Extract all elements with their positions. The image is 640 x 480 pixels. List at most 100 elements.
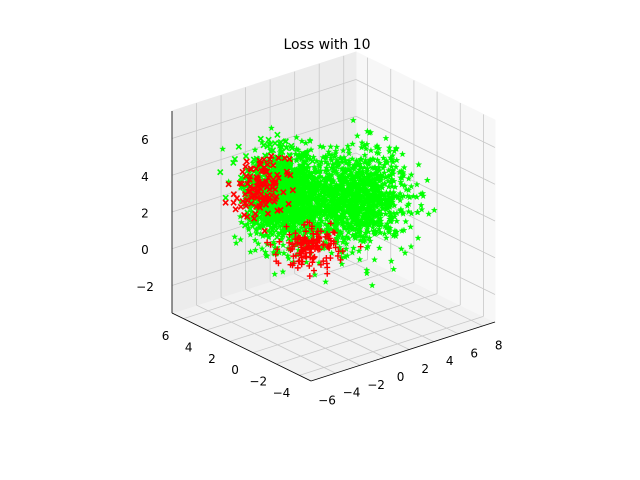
data-point-series-0 [376, 188, 384, 196]
x-tick-label: 2 [208, 352, 216, 366]
data-point-series-0 [342, 167, 350, 175]
data-point-series-0 [325, 148, 333, 155]
data-point-series-0 [392, 163, 400, 171]
data-point-series-1 [241, 222, 249, 229]
data-point-series-2 [257, 195, 264, 202]
data-point-series-1 [310, 215, 317, 222]
data-point-series-1 [282, 184, 289, 191]
data-point-series-3 [286, 245, 293, 252]
data-point-series-0 [349, 192, 357, 200]
data-point-series-0 [309, 208, 317, 216]
data-point-series-1 [271, 212, 278, 219]
data-point-series-3 [289, 241, 296, 248]
data-point-series-2 [261, 227, 268, 235]
data-point-series-3 [327, 220, 334, 227]
data-point-series-0 [310, 168, 317, 176]
grid-line-y-floor [220, 296, 361, 366]
data-point-series-0 [319, 182, 327, 190]
data-point-series-0 [377, 222, 384, 229]
data-point-series-0 [231, 233, 239, 240]
data-point-series-2 [284, 171, 291, 178]
data-point-series-1 [295, 192, 302, 200]
data-point-series-0 [356, 255, 364, 263]
data-point-series-0 [382, 134, 390, 142]
y-tick-label: 0 [397, 370, 405, 384]
data-point-series-0 [323, 215, 331, 223]
data-point-series-0 [363, 266, 371, 274]
data-point-series-0 [279, 241, 287, 249]
data-point-series-0 [375, 214, 383, 222]
data-point-series-0 [363, 244, 371, 252]
data-point-series-0 [375, 177, 383, 185]
data-point-series-0 [385, 183, 393, 190]
data-point-series-0 [382, 205, 390, 213]
data-point-series-0 [370, 174, 378, 182]
data-point-series-1 [237, 174, 245, 181]
data-points [217, 116, 438, 289]
grid-line-y-floor [245, 289, 385, 358]
data-point-series-2 [249, 192, 256, 200]
data-point-series-0 [345, 161, 353, 169]
data-point-series-0 [279, 268, 287, 275]
data-point-series-0 [352, 199, 360, 207]
data-point-series-1 [320, 175, 328, 182]
data-point-series-0 [341, 201, 349, 208]
data-point-series-3 [320, 258, 327, 265]
data-point-series-0 [338, 156, 346, 163]
data-point-series-2 [236, 180, 244, 187]
data-point-series-2 [262, 201, 270, 208]
data-point-series-0 [358, 139, 366, 146]
data-point-series-0 [340, 173, 347, 180]
tick-labels: −4 −2 0 2 4 6 8 6 4 2 0 −2 −4 −6 −2 0 2 4 6 [136, 133, 502, 407]
data-point-series-2 [252, 210, 259, 218]
data-point-series-2 [230, 191, 237, 198]
data-point-series-0 [254, 240, 262, 247]
data-point-series-0 [364, 160, 372, 167]
y-tick-label: −2 [367, 378, 385, 392]
data-point-series-0 [378, 184, 386, 191]
data-point-series-0 [327, 206, 335, 213]
data-point-series-1 [271, 222, 278, 230]
data-point-series-0 [398, 181, 406, 188]
data-point-series-0 [253, 229, 261, 237]
data-point-series-1 [231, 155, 239, 163]
data-point-series-1 [279, 157, 287, 165]
data-point-series-2 [269, 184, 276, 191]
data-point-series-0 [348, 249, 356, 256]
data-point-series-1 [217, 168, 224, 176]
data-point-series-0 [335, 214, 343, 222]
data-point-series-3 [299, 247, 306, 254]
data-point-series-1 [316, 211, 323, 218]
data-point-series-0 [355, 231, 363, 239]
data-point-series-0 [430, 206, 438, 214]
data-point-series-0 [349, 202, 357, 210]
data-point-series-3 [273, 258, 280, 265]
data-point-series-0 [367, 146, 375, 154]
data-point-series-0 [350, 244, 358, 252]
data-point-series-0 [259, 232, 267, 240]
data-point-series-0 [358, 184, 366, 192]
data-point-series-0 [328, 249, 336, 257]
data-point-series-1 [293, 212, 301, 219]
data-point-series-0 [360, 198, 368, 206]
data-point-series-0 [415, 161, 423, 168]
data-point-series-0 [399, 210, 407, 217]
data-point-series-2 [254, 178, 262, 185]
data-point-series-3 [296, 257, 303, 264]
data-point-series-2 [281, 154, 288, 162]
grid-line-y-floor [269, 281, 410, 350]
grid-line-z-left [355, 115, 496, 185]
data-point-series-1 [288, 219, 295, 226]
data-point-series-0 [375, 225, 383, 233]
data-point-series-0 [293, 133, 301, 141]
data-point-series-0 [348, 205, 356, 213]
data-point-series-0 [382, 234, 390, 241]
data-point-series-0 [237, 235, 245, 243]
data-point-series-0 [355, 160, 363, 168]
data-point-series-0 [346, 171, 354, 179]
data-point-series-0 [373, 196, 381, 203]
data-point-series-0 [402, 185, 410, 193]
data-point-series-0 [332, 180, 340, 188]
data-point-series-0 [393, 156, 401, 164]
